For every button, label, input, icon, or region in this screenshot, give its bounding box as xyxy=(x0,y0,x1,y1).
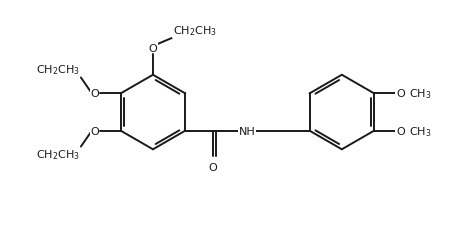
Text: NH: NH xyxy=(239,126,256,136)
Text: O: O xyxy=(90,89,99,99)
Text: CH$_3$: CH$_3$ xyxy=(409,87,431,101)
Text: CH$_2$CH$_3$: CH$_2$CH$_3$ xyxy=(173,24,217,38)
Text: CH$_2$CH$_3$: CH$_2$CH$_3$ xyxy=(36,63,80,77)
Text: O: O xyxy=(396,89,405,99)
Text: O: O xyxy=(208,163,217,173)
Text: CH$_2$CH$_3$: CH$_2$CH$_3$ xyxy=(36,148,80,162)
Text: O: O xyxy=(396,126,405,136)
Text: O: O xyxy=(148,44,158,54)
Text: CH$_3$: CH$_3$ xyxy=(409,124,431,138)
Text: O: O xyxy=(90,126,99,136)
